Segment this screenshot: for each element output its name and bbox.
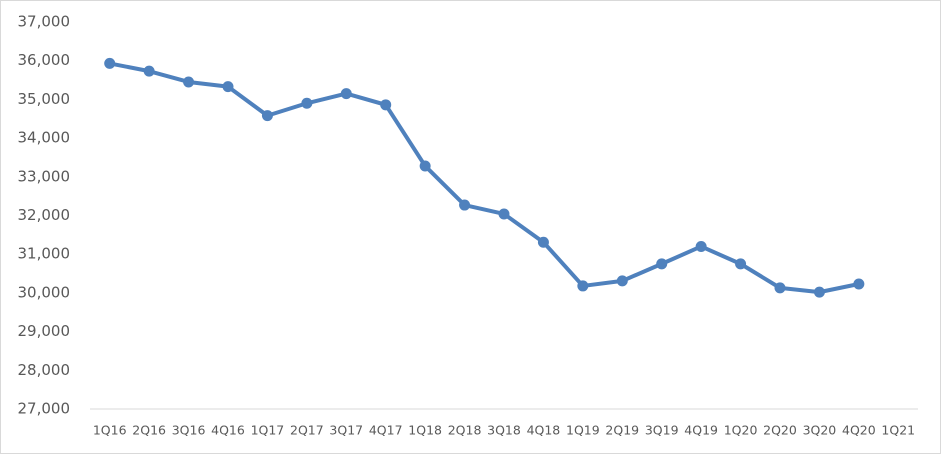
data-point <box>183 76 195 88</box>
data-point <box>340 88 352 100</box>
data-point <box>813 286 825 298</box>
x-tick-label: 4Q18 <box>527 423 561 438</box>
y-tick-label: 36,000 <box>18 51 71 69</box>
y-tick-label: 27,000 <box>18 400 71 418</box>
data-point <box>222 81 234 93</box>
data-point <box>656 258 668 270</box>
data-point <box>853 278 865 290</box>
data-point <box>419 160 431 172</box>
x-tick-label: 2Q18 <box>448 423 482 438</box>
x-tick-label: 3Q17 <box>329 423 363 438</box>
x-tick-label: 2Q20 <box>763 423 797 438</box>
x-tick-label: 3Q18 <box>487 423 521 438</box>
x-tick-label: 4Q19 <box>684 423 718 438</box>
y-tick-label: 35,000 <box>18 90 71 108</box>
data-point <box>735 258 747 270</box>
y-tick-label: 31,000 <box>18 245 71 263</box>
y-tick-label: 28,000 <box>18 361 71 379</box>
data-point <box>301 97 313 109</box>
data-point <box>143 65 155 77</box>
x-tick-label: 4Q17 <box>369 423 403 438</box>
x-tick-label: 2Q16 <box>132 423 166 438</box>
x-tick-label: 1Q19 <box>566 423 600 438</box>
y-tick-label: 37,000 <box>18 13 71 31</box>
x-tick-label: 1Q20 <box>724 423 758 438</box>
data-point <box>104 57 116 69</box>
y-tick-label: 33,000 <box>18 167 71 185</box>
x-tick-label: 4Q20 <box>842 423 876 438</box>
x-tick-label: 2Q19 <box>605 423 639 438</box>
y-tick-label: 34,000 <box>18 129 71 147</box>
data-point <box>261 110 273 122</box>
data-point <box>380 99 392 111</box>
data-point <box>774 282 786 294</box>
x-tick-label: 3Q20 <box>803 423 837 438</box>
x-tick-label: 1Q17 <box>251 423 285 438</box>
y-tick-label: 32,000 <box>18 206 71 224</box>
x-tick-label: 1Q21 <box>881 423 915 438</box>
x-tick-label: 4Q16 <box>211 423 245 438</box>
data-point <box>616 275 628 287</box>
y-tick-label: 30,000 <box>18 283 71 301</box>
y-tick-label: 29,000 <box>18 322 71 340</box>
x-tick-label: 2Q17 <box>290 423 324 438</box>
data-point <box>498 208 510 220</box>
data-point <box>537 236 549 248</box>
data-point <box>695 240 707 252</box>
data-point <box>577 280 589 292</box>
x-tick-label: 3Q16 <box>172 423 206 438</box>
x-tick-label: 1Q16 <box>93 423 127 438</box>
data-line <box>109 61 860 295</box>
x-tick-label: 1Q18 <box>408 423 442 438</box>
x-tick-label: 3Q19 <box>645 423 679 438</box>
data-point <box>459 199 471 211</box>
